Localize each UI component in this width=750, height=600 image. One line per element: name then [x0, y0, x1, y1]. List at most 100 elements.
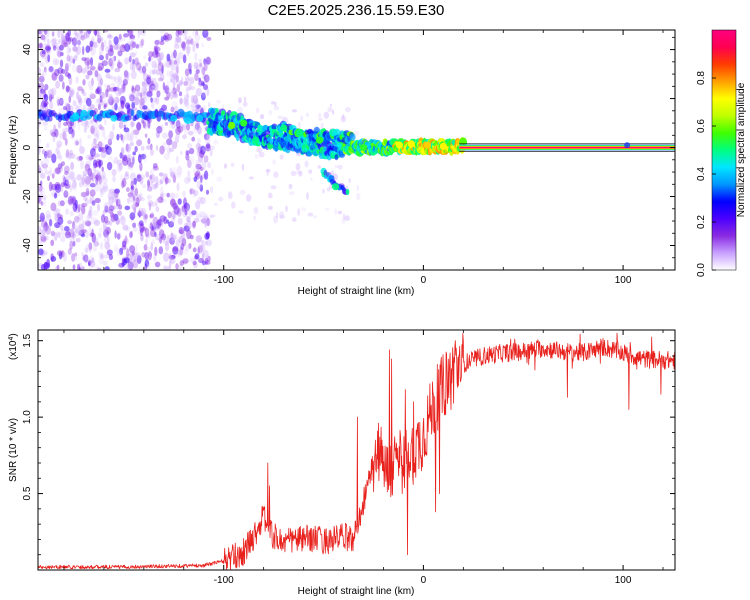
- noise-blob: [43, 222, 49, 232]
- noise-blob: [39, 103, 45, 112]
- colorbar-tick-label: 0.4: [696, 167, 707, 181]
- noise-blob: [166, 234, 170, 244]
- noise-blob: [99, 91, 103, 98]
- noise-blob: [172, 246, 179, 255]
- x-tick-label: -100: [214, 575, 234, 586]
- noise-blob: [159, 172, 164, 177]
- noise-blob: [158, 172, 165, 177]
- hotspot-blob: [296, 129, 304, 137]
- noise-blob: [117, 210, 123, 216]
- noise-blob: [196, 214, 203, 223]
- noise-blob: [68, 36, 71, 45]
- noise-blob: [71, 196, 77, 206]
- noise-blob: [114, 103, 118, 111]
- noise-blob: [179, 260, 184, 266]
- noise-blob: [100, 91, 107, 100]
- noise-blob: [110, 57, 115, 65]
- noise-blob: [99, 91, 105, 99]
- noise-blob: [187, 35, 193, 45]
- noise-blob: [77, 39, 81, 46]
- noise-blob: [117, 75, 121, 82]
- noise-blob: [81, 266, 86, 270]
- noise-blob: [120, 174, 124, 183]
- noise-blob: [113, 44, 119, 50]
- track-blob: [624, 142, 631, 149]
- noise-blob: [189, 188, 192, 196]
- noise-blob: [141, 226, 147, 231]
- noise-blob: [154, 261, 161, 268]
- noise-blob: [40, 30, 44, 39]
- noise-blob: [159, 40, 165, 46]
- noise-blob: [153, 63, 157, 71]
- noise-blob: [107, 156, 114, 161]
- noise-blob: [169, 167, 173, 173]
- noise-blob: [279, 211, 285, 219]
- noise-blob: [80, 159, 84, 170]
- noise-blob: [344, 107, 351, 113]
- noise-blob: [87, 70, 93, 76]
- noise-blob: [60, 224, 64, 231]
- hotspot-blob: [395, 141, 403, 149]
- snr-multiplier-exp: 4: [8, 337, 15, 341]
- noise-blob: [144, 213, 148, 220]
- noise-blob: [168, 221, 175, 228]
- noise-blob: [68, 228, 75, 238]
- noise-blob: [64, 32, 71, 42]
- noise-blob: [76, 65, 83, 74]
- noise-blob: [89, 174, 95, 184]
- noise-blob: [116, 84, 120, 90]
- noise-blob: [200, 153, 205, 159]
- noise-blob: [180, 150, 183, 155]
- noise-blob: [188, 82, 192, 92]
- noise-blob: [342, 114, 345, 120]
- noise-blob: [72, 180, 77, 189]
- noise-blob: [80, 229, 87, 234]
- noise-blob: [116, 133, 120, 141]
- noise-blob: [68, 172, 74, 178]
- noise-blob: [108, 205, 115, 212]
- noise-blob: [195, 212, 199, 218]
- noise-blob: [204, 170, 209, 180]
- noise-blob: [174, 105, 179, 112]
- noise-blob: [140, 38, 145, 47]
- noise-blob: [64, 137, 68, 146]
- noise-blob: [161, 217, 164, 227]
- noise-blob: [77, 213, 84, 221]
- noise-blob: [98, 46, 104, 55]
- noise-blob: [47, 38, 50, 46]
- noise-blob: [90, 125, 95, 135]
- noise-blob: [89, 244, 92, 254]
- noise-blob: [187, 205, 191, 214]
- noise-blob: [89, 172, 94, 181]
- noise-blob: [52, 45, 57, 51]
- noise-blob: [149, 175, 153, 180]
- noise-blob: [48, 219, 53, 227]
- noise-blob: [127, 30, 131, 33]
- noise-blob: [100, 98, 107, 104]
- track-blob: [271, 123, 278, 130]
- noise-blob: [140, 228, 143, 237]
- noise-blob: [96, 30, 100, 38]
- noise-blob: [87, 221, 90, 227]
- noise-blob: [77, 263, 80, 270]
- noise-blob: [115, 199, 119, 207]
- noise-blob: [39, 88, 45, 95]
- noise-blob: [96, 73, 102, 82]
- noise-blob: [255, 107, 260, 114]
- noise-blob: [103, 183, 108, 190]
- noise-blob: [99, 100, 104, 106]
- noise-blob: [133, 64, 140, 69]
- branch-blob: [349, 133, 356, 141]
- noise-blob: [298, 170, 303, 177]
- noise-blob: [118, 33, 122, 40]
- noise-blob: [69, 197, 76, 204]
- noise-blob: [43, 163, 48, 174]
- steady-line-band: [459, 147, 675, 149]
- noise-blob: [87, 167, 93, 177]
- noise-blob: [77, 122, 81, 131]
- noise-blob: [123, 237, 129, 245]
- noise-blob: [185, 149, 188, 158]
- noise-blob: [116, 205, 120, 210]
- noise-blob: [181, 205, 187, 213]
- noise-blob: [156, 40, 161, 45]
